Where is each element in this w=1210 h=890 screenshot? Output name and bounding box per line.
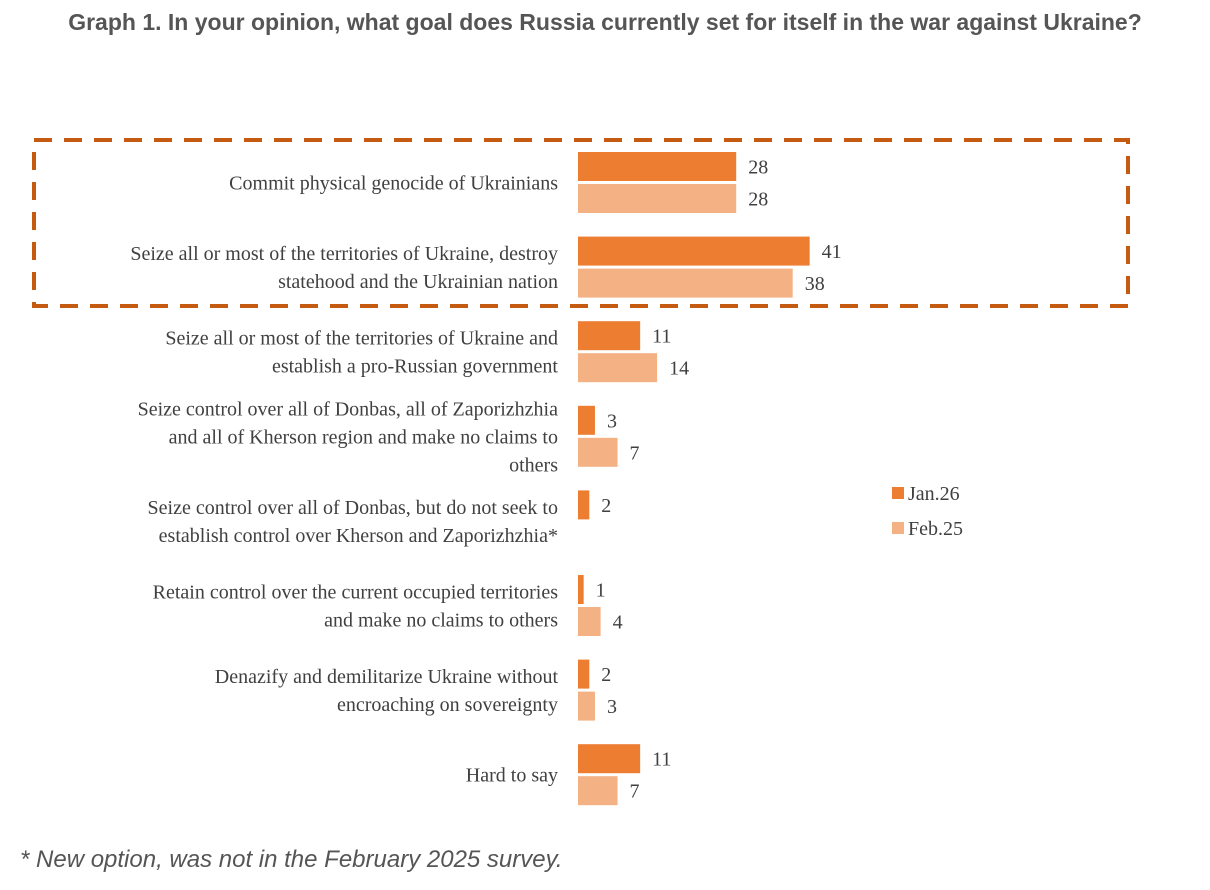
bar-jan-26: [578, 405, 595, 435]
category-label: establish control over Kherson and Zapor…: [159, 525, 558, 547]
data-label: 28: [748, 189, 768, 211]
bar-jan-26: [578, 575, 584, 604]
data-label: 4: [613, 612, 623, 634]
bar-jan-26: [578, 236, 810, 266]
data-label: 7: [630, 781, 640, 803]
data-label: 3: [607, 410, 617, 432]
category-label: Retain control over the current occupied…: [153, 582, 559, 604]
legend-swatch: [892, 487, 904, 499]
data-label: 38: [805, 273, 825, 295]
category-label: and all of Kherson region and make no cl…: [169, 426, 558, 448]
data-label: 28: [748, 157, 768, 179]
bar-feb-25: [578, 184, 737, 213]
category-label: Hard to say: [466, 765, 558, 787]
category-label: statehood and the Ukrainian nation: [278, 271, 558, 293]
category-label: Denazify and demilitarize Ukraine withou…: [215, 666, 559, 688]
data-label: 3: [607, 696, 617, 718]
data-label: 2: [601, 664, 611, 686]
category-label: Seize all or most of the territories of …: [130, 243, 558, 265]
data-label: 1: [596, 580, 606, 602]
category-label: Seize all or most of the territories of …: [165, 328, 558, 350]
chart-title: Graph 1. In your opinion, what goal does…: [68, 9, 1142, 35]
bar-jan-26: [578, 490, 590, 520]
legend-label: Feb.25: [908, 518, 963, 540]
category-label: Seize control over all of Donbas, all of…: [138, 398, 559, 420]
data-label: 7: [630, 442, 640, 464]
legend-swatch: [892, 522, 904, 534]
bar-jan-26: [578, 152, 737, 181]
category-label: Seize control over all of Donbas, but do…: [148, 497, 558, 519]
data-label: 14: [669, 358, 689, 380]
bar-feb-25: [578, 607, 601, 636]
category-label: establish a pro-Russian government: [272, 356, 558, 378]
bar-feb-25: [578, 437, 618, 467]
bar-feb-25: [578, 776, 618, 806]
highlight-box: [32, 138, 1130, 308]
category-label: and make no claims to others: [324, 610, 558, 632]
data-label: 2: [601, 495, 611, 517]
category-label: Commit physical genocide of Ukrainians: [229, 173, 558, 195]
bar-jan-26: [578, 744, 641, 774]
bar-jan-26: [578, 321, 641, 351]
bar-jan-26: [578, 659, 590, 689]
bar-feb-25: [578, 268, 793, 298]
category-label: others: [509, 454, 558, 476]
data-label: 41: [822, 241, 842, 263]
data-label: 11: [652, 749, 671, 771]
data-label: 11: [652, 326, 671, 348]
category-label: encroaching on sovereignty: [337, 694, 558, 716]
bar-feb-25: [578, 353, 658, 383]
bar-feb-25: [578, 691, 595, 721]
footnote: * New option, was not in the February 20…: [20, 846, 563, 873]
legend-label: Jan.26: [908, 483, 960, 505]
